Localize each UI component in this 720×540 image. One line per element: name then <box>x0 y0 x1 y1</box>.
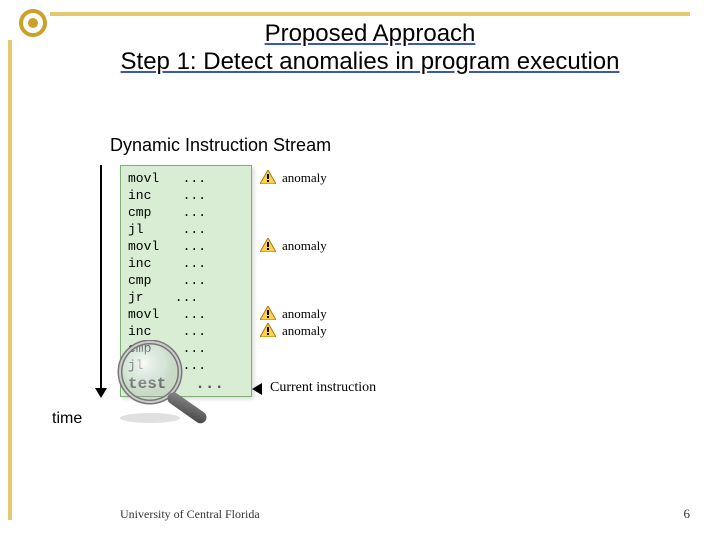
title-line-1: Proposed Approach <box>265 20 476 47</box>
page-number: 6 <box>684 506 691 522</box>
slide-root: Proposed Approach Step 1: Detect anomali… <box>0 0 720 540</box>
instruction-line: cmp ... <box>128 272 206 289</box>
instruction-line: jr ... <box>128 289 198 306</box>
anomaly-label: anomaly <box>282 323 327 339</box>
left-rule <box>8 40 12 520</box>
footer-text: University of Central Florida <box>120 507 260 522</box>
title-line-2: Step 1: Detect anomalies in program exec… <box>121 48 620 75</box>
current-pointer-icon <box>252 383 262 395</box>
anomaly-label: anomaly <box>282 170 327 186</box>
warning-icon <box>260 238 276 252</box>
ucf-logo-icon <box>18 8 48 38</box>
slide-title: Proposed Approach Step 1: Detect anomali… <box>50 20 690 76</box>
stream-heading: Dynamic Instruction Stream <box>110 135 331 156</box>
instruction-line: movl ... <box>128 238 206 255</box>
time-axis <box>100 165 102 390</box>
instruction-line: movl ... <box>128 170 206 187</box>
magnifier-icon <box>110 340 230 435</box>
instruction-line: inc ... <box>128 323 206 340</box>
anomaly-label: anomaly <box>282 306 327 322</box>
instruction-line: inc ... <box>128 255 206 272</box>
instruction-line: jl ... <box>128 221 206 238</box>
time-axis-arrowhead-icon <box>95 388 107 398</box>
instruction-line: inc ... <box>128 187 206 204</box>
warning-icon <box>260 323 276 337</box>
instruction-line: cmp ... <box>128 204 206 221</box>
instruction-line: movl ... <box>128 306 206 323</box>
warning-icon <box>260 306 276 320</box>
time-label: time <box>52 410 82 428</box>
warning-icon <box>260 170 276 184</box>
current-label: Current instruction <box>270 380 376 396</box>
anomaly-label: anomaly <box>282 238 327 254</box>
top-rule <box>50 12 690 16</box>
